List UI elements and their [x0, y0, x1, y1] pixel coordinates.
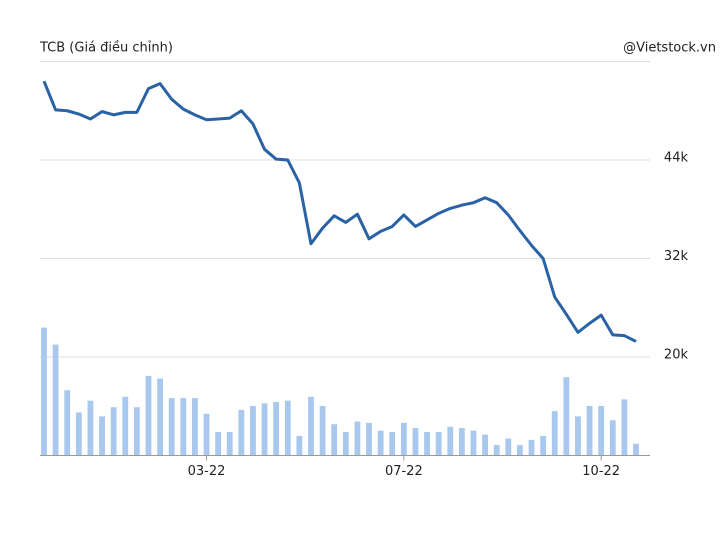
volume-bar	[99, 416, 105, 456]
volume-bar	[87, 400, 94, 456]
volume-bar	[203, 413, 210, 456]
volume-bar	[412, 428, 419, 456]
volume-bar	[168, 398, 175, 456]
volume-bar	[75, 412, 82, 456]
volume-bar	[458, 428, 465, 456]
price-line	[42, 80, 637, 343]
volume-bar	[261, 403, 268, 456]
volume-bar	[145, 375, 152, 456]
volume-bar	[226, 432, 233, 456]
volume-bar	[52, 344, 59, 456]
volume-bar	[609, 420, 616, 456]
volume-bar	[342, 432, 349, 456]
volume-bar	[563, 377, 570, 456]
volume-bar	[482, 434, 488, 456]
volume-bar	[470, 430, 477, 456]
volume-bar	[424, 432, 430, 456]
volume-bar	[493, 445, 500, 456]
volume-bar	[598, 405, 605, 456]
volume-bar	[215, 432, 222, 456]
volume-bar	[110, 407, 117, 456]
volume-bar	[540, 435, 547, 456]
volume-bar	[296, 435, 303, 456]
chart-source: @Vietstock.vn	[623, 41, 716, 56]
volume-bar	[377, 430, 384, 456]
volume-bar	[447, 426, 454, 456]
volume-bar	[575, 416, 581, 456]
volume-bar	[633, 443, 639, 456]
volume-bar	[238, 409, 245, 456]
volume-bar	[435, 432, 442, 456]
volume-bar	[331, 424, 338, 456]
volume-bar	[308, 396, 314, 456]
volume-bar	[366, 422, 372, 456]
volume-bar	[551, 411, 558, 456]
volume-bar	[180, 398, 187, 456]
x-tick-label: 10-22	[582, 464, 620, 479]
y-tick-label: 20k	[664, 348, 689, 363]
volume-bar	[122, 396, 129, 456]
volume-bar	[586, 405, 593, 456]
y-tick-label: 32k	[664, 249, 689, 264]
volume-bar	[133, 407, 140, 456]
y-tick-label: 44k	[664, 151, 689, 166]
volume-bar	[192, 398, 198, 456]
volume-bar	[400, 422, 407, 456]
volume-bar	[250, 405, 256, 456]
volume-bar	[505, 438, 512, 456]
volume-bar	[517, 445, 523, 456]
volume-bar	[157, 378, 163, 456]
volume-bar	[284, 400, 291, 456]
volume-bar	[64, 390, 71, 456]
volume-bar	[354, 421, 361, 456]
volume-bar	[41, 327, 47, 456]
volume-bar	[389, 432, 396, 456]
volume-bar	[319, 405, 326, 456]
chart-title: TCB (Giá điều chỉnh)	[39, 41, 173, 56]
volume-bar	[273, 401, 280, 456]
x-tick-label: 07-22	[385, 464, 423, 479]
volume-bar	[621, 399, 628, 456]
x-tick-label: 03-22	[188, 464, 226, 479]
volume-bar	[528, 439, 535, 456]
